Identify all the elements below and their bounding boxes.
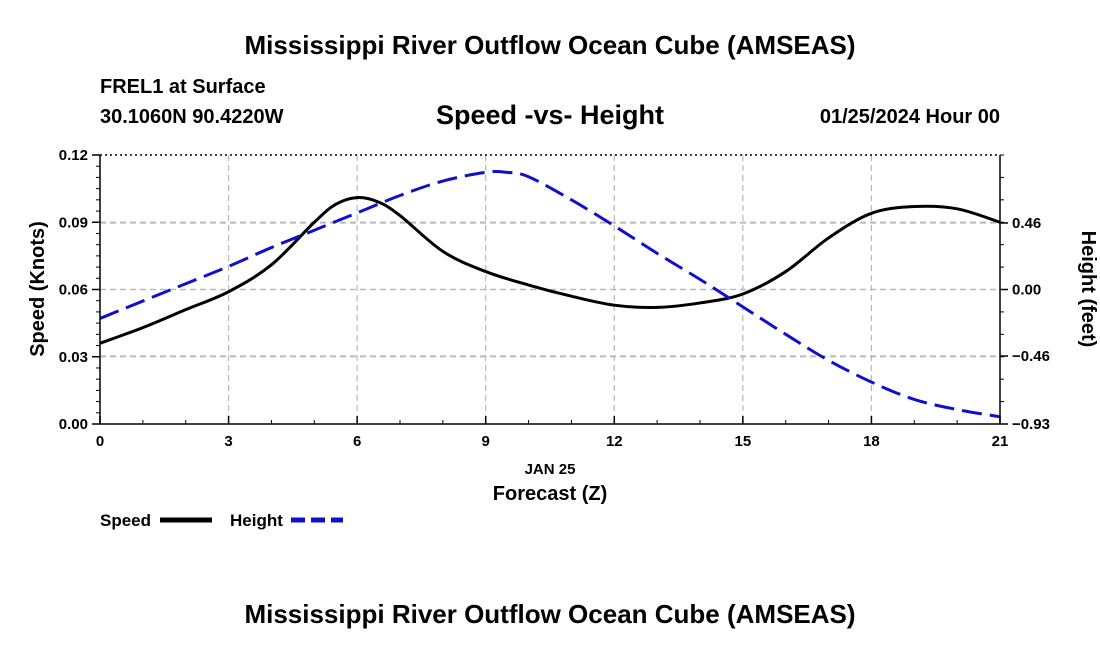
series-line-speed — [99, 196, 1001, 345]
series-line-height — [99, 170, 1001, 419]
station-coordinates: 30.1060N 90.4220W — [100, 106, 284, 128]
chart-subtitle: Speed -vs- Height — [435, 100, 665, 130]
y-tick-label: 0.09 — [59, 214, 88, 231]
x-tick-label: 6 — [353, 433, 361, 450]
x-axis-title: Forecast (Z) — [493, 483, 607, 505]
chart-title: Mississippi River Outflow Ocean Cube (AM… — [244, 30, 856, 60]
y2-tick-label: −0.46 — [1012, 348, 1050, 365]
y-tick-label: 0.00 — [59, 416, 88, 433]
station-label: FREL1 at Surface — [100, 76, 266, 98]
x-tick-label: 12 — [606, 433, 623, 450]
y2-tick-label: 0.46 — [1012, 215, 1041, 232]
x-axis-date-label: JAN 25 — [525, 461, 576, 478]
x-tick-label: 21 — [992, 433, 1009, 450]
y2-axis-title: Height (feet) — [1077, 231, 1099, 348]
legend: Speed Height — [100, 511, 343, 530]
x-tick-label: 18 — [863, 433, 880, 450]
axis-ticks: 0 3 6 9 12 15 18 21 0.00 0.03 0.06 0.09 0.12 −0.93 −0.… — [59, 147, 1050, 450]
y-tick-label: 0.12 — [59, 147, 88, 164]
x-tick-label: 9 — [482, 433, 490, 450]
legend-height-label: Height — [230, 511, 283, 530]
x-tick-label: 15 — [735, 433, 752, 450]
x-tick-label: 0 — [96, 433, 104, 450]
y2-tick-label: 0.00 — [1012, 282, 1041, 299]
x-tick-label: 3 — [224, 433, 232, 450]
y-axis-title: Speed (Knots) — [27, 221, 49, 357]
legend-speed-label: Speed — [100, 511, 151, 530]
series-layer — [99, 170, 1001, 419]
y-tick-label: 0.06 — [59, 282, 88, 299]
footer-title: Mississippi River Outflow Ocean Cube (AM… — [244, 599, 856, 629]
y2-tick-label: −0.93 — [1012, 416, 1050, 433]
forecast-datetime: 01/25/2024 Hour 00 — [819, 106, 1000, 128]
y-tick-label: 0.03 — [59, 349, 88, 366]
